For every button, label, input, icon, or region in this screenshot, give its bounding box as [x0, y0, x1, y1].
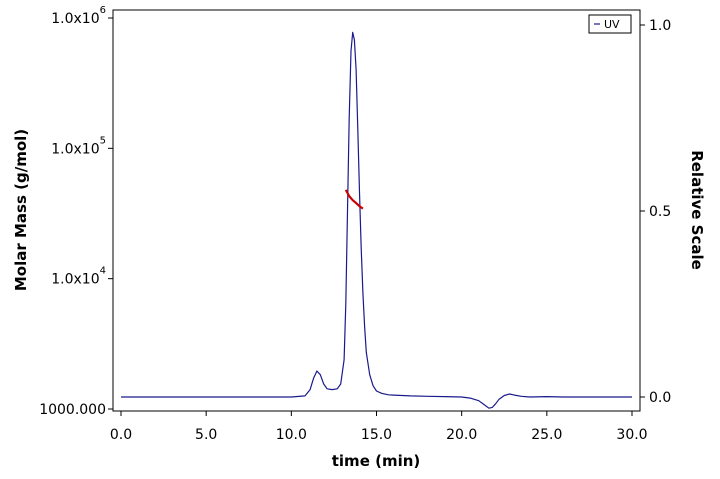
y-left-tick-label-3: 1000.000 — [39, 402, 106, 418]
x-tick-label-2: 10.0 — [276, 427, 307, 443]
legend: UV — [588, 14, 632, 34]
y-left-tick-label-1: 1.0x105 — [51, 135, 106, 157]
y-right-axis-title: Relative Scale — [688, 150, 706, 270]
y-left-tick-label-0: 1.0x106 — [51, 5, 106, 27]
series-group — [121, 31, 632, 409]
legend-box — [588, 14, 632, 34]
y-right-axis-ticks: 0.0 0.5 1.0 — [640, 18, 671, 406]
x-axis-title: time (min) — [332, 452, 421, 470]
y-left-tick-label-2: 1.0x104 — [51, 266, 106, 288]
series-line-uv — [121, 31, 632, 409]
x-tick-label-3: 15.0 — [361, 427, 392, 443]
y-right-tick-label-2: 1.0 — [649, 18, 671, 34]
legend-entry-uv: UV — [604, 18, 620, 31]
series-line-molar-mass — [344, 189, 364, 210]
x-axis-ticks: 0.0 5.0 10.0 15.0 20.0 25.0 30.0 — [110, 411, 648, 443]
x-tick-label-5: 25.0 — [531, 427, 562, 443]
y-left-axis-title: Molar Mass (g/mol) — [12, 129, 30, 291]
y-left-axis-ticks: 1.0x106 1.0x105 1.0x104 1000.000 — [39, 5, 113, 418]
x-tick-label-6: 30.0 — [616, 427, 647, 443]
x-tick-label-0: 0.0 — [110, 427, 132, 443]
x-tick-label-1: 5.0 — [195, 427, 217, 443]
y-right-tick-label-0: 0.0 — [649, 390, 671, 406]
y-right-tick-label-1: 0.5 — [649, 204, 671, 220]
x-tick-label-4: 20.0 — [446, 427, 477, 443]
plot-frame — [112, 9, 641, 412]
